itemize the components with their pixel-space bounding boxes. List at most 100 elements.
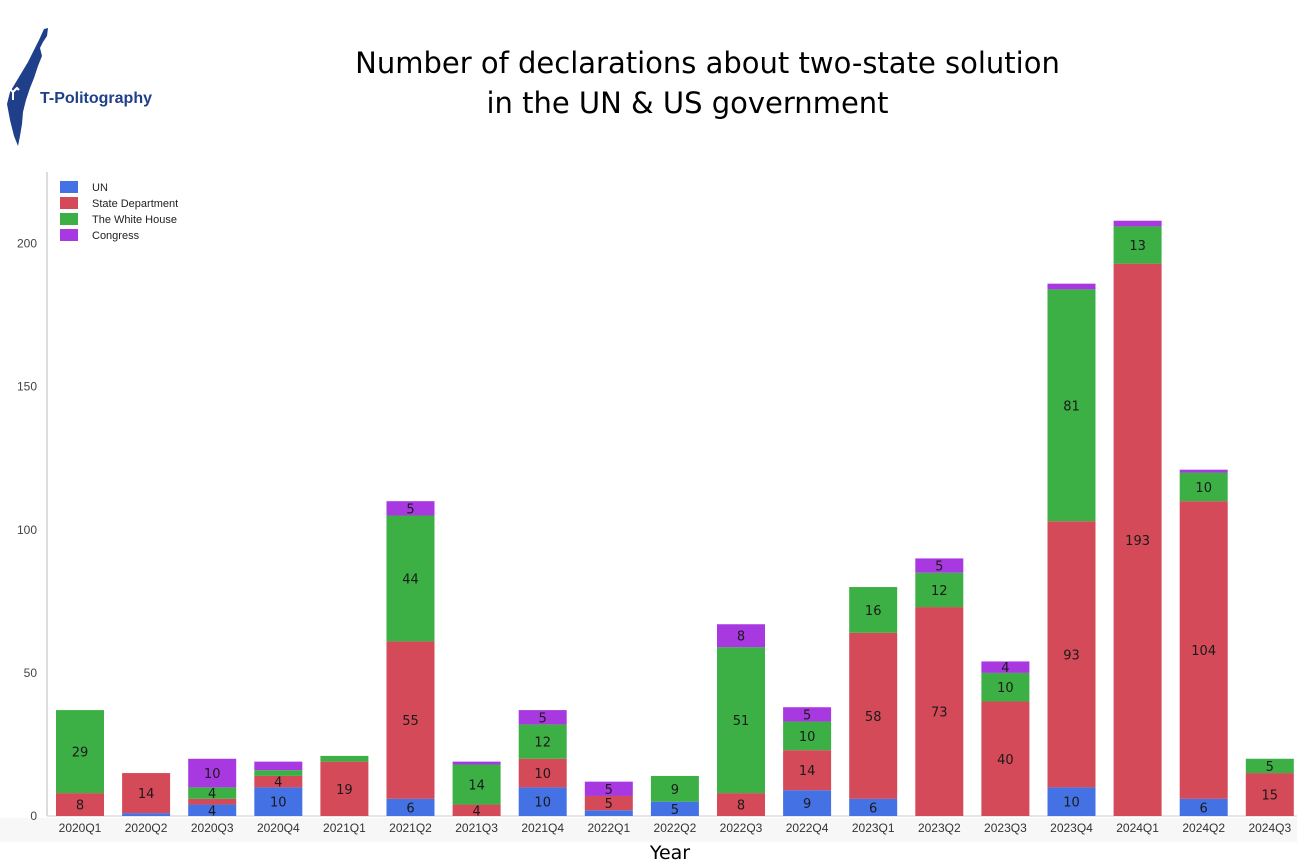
data-label: 93 — [1063, 648, 1080, 663]
x-axis-band — [0, 818, 1297, 842]
y-axis-ticks: 0 50 100 150 200 — [17, 237, 37, 823]
bar-segment — [915, 558, 964, 573]
data-label: 10 — [534, 796, 551, 811]
bar-segment — [1179, 798, 1228, 816]
data-label: 40 — [997, 753, 1014, 768]
bar-segment — [518, 724, 567, 759]
x-tick-label: 2023Q3 — [984, 821, 1027, 835]
bar-segment — [254, 775, 303, 788]
bar-segment — [981, 661, 1030, 673]
data-label: 4 — [1001, 661, 1009, 676]
bar-segment — [518, 710, 567, 725]
logo-text: T-Politography — [40, 90, 152, 107]
legend-swatch — [60, 181, 78, 193]
bar-segment — [518, 787, 567, 816]
x-tick-label: 2022Q3 — [720, 821, 763, 835]
bar-segment — [783, 707, 832, 722]
x-tick-label: 2023Q1 — [852, 821, 895, 835]
bar-segment — [1047, 521, 1096, 788]
legend-swatch — [60, 197, 78, 209]
bar-segment — [452, 764, 501, 805]
bar-segment — [1113, 220, 1162, 227]
x-tick-label: 2021Q3 — [455, 821, 498, 835]
data-label: 10 — [534, 767, 551, 782]
data-label: 6 — [869, 801, 877, 816]
data-label: 9 — [803, 797, 811, 812]
bar-segment — [1113, 263, 1162, 816]
bar-segment — [717, 793, 765, 816]
x-tick-label: 2021Q1 — [323, 821, 366, 835]
bar-segment — [1245, 773, 1294, 816]
data-label: 5 — [605, 797, 613, 812]
x-tick-label: 2023Q2 — [918, 821, 961, 835]
bar-segment — [386, 501, 435, 516]
data-label: 19 — [336, 783, 353, 798]
israel-map-logo — [6, 28, 48, 146]
bar-segment — [915, 572, 964, 608]
y-tick-label: 200 — [17, 237, 37, 251]
data-label: 10 — [270, 796, 287, 811]
x-tick-label: 2023Q4 — [1050, 821, 1093, 835]
data-label: 8 — [76, 799, 84, 814]
data-label: 10 — [1195, 481, 1212, 496]
bar-segment — [650, 775, 699, 802]
x-tick-label: 2022Q2 — [654, 821, 697, 835]
data-label: 12 — [534, 736, 551, 751]
bar-segment — [717, 624, 765, 648]
data-label: 104 — [1191, 644, 1216, 659]
legend-label: The White House — [92, 214, 177, 226]
bar-segment — [56, 710, 104, 794]
x-tick-label: 2024Q1 — [1116, 821, 1159, 835]
data-label: 14 — [138, 787, 155, 802]
x-tick-label: 2022Q1 — [587, 821, 630, 835]
bar-segment — [783, 721, 832, 751]
x-tick-label: 2024Q3 — [1248, 821, 1291, 835]
bar-segment — [452, 761, 501, 765]
data-label: 16 — [865, 604, 882, 619]
y-tick-label: 150 — [17, 380, 37, 394]
data-label: 8 — [737, 799, 745, 814]
bar-segment — [783, 790, 832, 816]
bar-segment — [122, 813, 171, 816]
bar-segment — [584, 781, 633, 796]
bar-segment — [1047, 289, 1096, 522]
bar-segment — [188, 758, 237, 788]
data-label: 12 — [931, 584, 948, 599]
data-label: 4 — [208, 804, 216, 819]
legend-label: UN — [92, 182, 108, 194]
data-label: 73 — [931, 706, 948, 721]
bar-segment — [518, 758, 567, 788]
data-label: 51 — [733, 714, 750, 729]
bar-segment — [849, 798, 898, 816]
data-label: 5 — [406, 502, 414, 517]
data-label: 44 — [402, 572, 419, 587]
data-label: 6 — [406, 801, 414, 816]
data-label: 81 — [1063, 399, 1080, 414]
data-label: 14 — [799, 764, 816, 779]
bar-segment — [254, 787, 303, 816]
bar-segment — [584, 810, 633, 816]
x-tick-label: 2021Q2 — [389, 821, 432, 835]
bar-segment — [1245, 758, 1294, 774]
chart-title-line-1: Number of declarations about two-state s… — [355, 46, 1060, 80]
bar-segment — [320, 761, 369, 816]
y-tick-label: 100 — [17, 523, 37, 537]
chart-title-line-2: in the UN & US government — [486, 86, 889, 120]
map-silhouette-icon — [7, 28, 48, 146]
data-label: 6 — [1200, 801, 1208, 816]
x-tick-label: 2020Q3 — [191, 821, 234, 835]
bar-segment — [188, 787, 237, 799]
x-tick-label: 2020Q1 — [59, 821, 102, 835]
bar-segment — [188, 804, 237, 816]
plot-background — [5, 172, 1297, 818]
y-tick-label: 50 — [24, 666, 38, 680]
legend-label: Congress — [92, 230, 140, 242]
bar-segment — [254, 761, 303, 771]
data-label: 5 — [605, 783, 613, 798]
bar-segment — [849, 632, 898, 799]
x-tick-label: 2021Q4 — [521, 821, 564, 835]
bar-segment — [188, 798, 237, 805]
bar-segment — [981, 701, 1030, 816]
data-label: 58 — [865, 710, 882, 725]
